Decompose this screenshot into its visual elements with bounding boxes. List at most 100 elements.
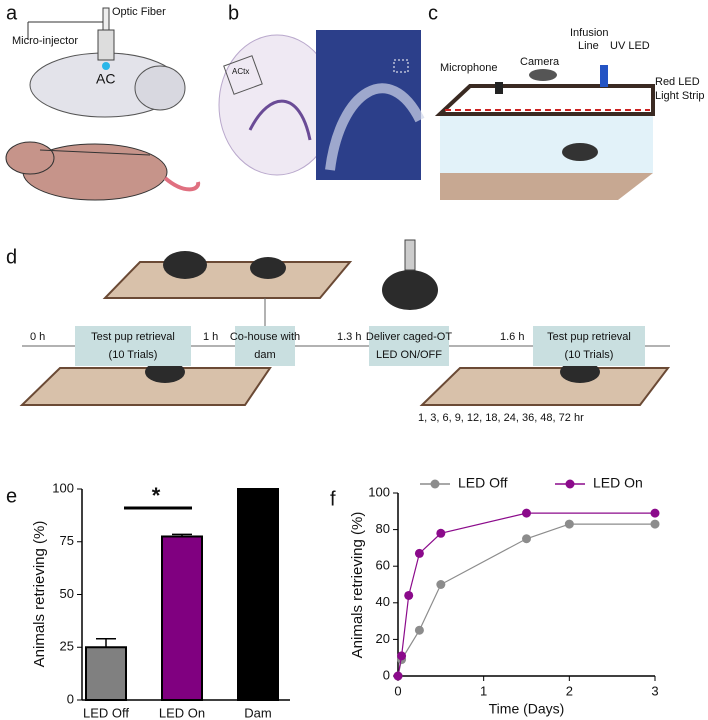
bar (85, 646, 127, 701)
step-time: 1.3 h (337, 331, 361, 343)
data-point (404, 590, 414, 600)
y-tick-label: 100 (368, 484, 390, 499)
injection-site (102, 62, 110, 70)
panel-label: f (330, 488, 336, 510)
annotation: Line (578, 40, 599, 52)
mouse (145, 361, 185, 383)
step-text: Deliver caged-OT (366, 331, 452, 343)
panel-b: b ACtx (218, 2, 425, 180)
chart-f: 0 20 40 60 80 100 0 1 2 3 Time (Days) Animals retri… (349, 475, 660, 717)
data-point (436, 528, 446, 538)
annotation: Microphone (440, 62, 497, 74)
y-tick-label: 60 (376, 558, 390, 573)
data-point (650, 519, 660, 529)
annotation: Optic Fiber (112, 6, 166, 18)
step-text: Test pup retrieval (91, 331, 175, 343)
panel-d: d 0 h Test pup retrieval (10 Trials) 1 h… (6, 239, 671, 424)
panel-label: e (6, 485, 17, 507)
step-box (235, 326, 295, 366)
mouse (250, 257, 286, 279)
fiber (404, 239, 416, 271)
x-tick-label: 1 (480, 683, 487, 698)
series-line (397, 523, 655, 677)
panel-label: b (228, 2, 239, 24)
legend-label: LED On (593, 475, 643, 491)
uv-led (600, 65, 608, 87)
legend-label: LED Off (458, 475, 508, 491)
significance-marker: * (152, 483, 161, 508)
y-tick-label: 75 (60, 533, 74, 548)
x-tick-label: 0 (394, 683, 401, 698)
mouse (560, 361, 600, 383)
annotation: Micro-injector (12, 35, 78, 47)
timepoints: 1, 3, 6, 9, 12, 18, 24, 36, 48, 72 hr (418, 412, 584, 424)
image-structure (325, 83, 425, 171)
step-box (75, 326, 191, 366)
tether (39, 149, 151, 156)
annotation: Infusion (570, 27, 609, 39)
fiber-holder (97, 29, 115, 61)
x-tick-label: Dam (244, 705, 271, 720)
x-tick-label: LED Off (83, 705, 129, 720)
camera (529, 69, 557, 81)
microphone (495, 82, 503, 94)
data-point (436, 580, 446, 589)
step-text: Co-house with (230, 331, 300, 343)
annotation: ACtx (232, 67, 249, 76)
y-tick-label: 0 (67, 691, 74, 706)
step-box (533, 326, 645, 366)
cage-floor (19, 367, 272, 406)
data-point (650, 508, 660, 518)
y-tick-label: 100 (52, 480, 74, 495)
y-axis-label: Animals retrieving (%) (349, 512, 366, 659)
data-point (393, 671, 403, 681)
legend-swatch (430, 479, 440, 489)
annotation: Camera (520, 56, 560, 68)
y-tick-label: 40 (376, 594, 390, 609)
step-text: Test pup retrieval (547, 331, 631, 343)
annotation: Red LED (655, 76, 700, 88)
y-tick-label: 80 (376, 521, 390, 536)
data-point (564, 519, 574, 529)
bar (237, 488, 279, 701)
rat-head (5, 141, 55, 175)
x-tick-label: LED On (159, 705, 205, 720)
y-axis-label: Animals retrieving (%) (31, 521, 48, 668)
step-box (369, 326, 449, 366)
panel-label: c (428, 2, 438, 24)
annotation: Light Strip (655, 90, 705, 102)
chart-e: 0 25 50 75 100 Animals retrieving (%) LED Off L… (31, 480, 290, 720)
step-text: LED ON/OFF (376, 349, 442, 361)
cage-floor (102, 261, 353, 299)
cage-wall (440, 114, 653, 173)
y-tick-label: 25 (60, 639, 74, 654)
legend-swatch (565, 479, 575, 489)
cerebellum (134, 65, 186, 111)
step-text: (10 Trials) (565, 349, 614, 361)
x-axis-label: Time (Days) (489, 701, 565, 717)
mouse-head (382, 270, 438, 310)
rat-tail (163, 176, 201, 192)
mouse (163, 251, 207, 279)
data-point (414, 548, 424, 558)
roi-box (393, 59, 409, 73)
x-tick-label: 3 (651, 683, 658, 698)
panel-label: d (6, 246, 17, 268)
y-tick-label: 0 (383, 667, 390, 682)
annotation: AC (96, 71, 115, 87)
data-point (414, 625, 424, 635)
annotation: UV LED (610, 40, 650, 52)
data-point (522, 534, 531, 544)
step-time: 1 h (203, 331, 218, 343)
panel-label: a (6, 2, 18, 24)
step-time: 0 h (30, 331, 45, 343)
step-time: 1.6 h (500, 331, 524, 343)
hippocampus (248, 99, 312, 141)
cage-floor (419, 367, 671, 406)
step-text: dam (254, 349, 275, 361)
y-tick-label: 50 (60, 586, 74, 601)
bar (161, 535, 203, 701)
x-tick-label: 2 (566, 683, 573, 698)
